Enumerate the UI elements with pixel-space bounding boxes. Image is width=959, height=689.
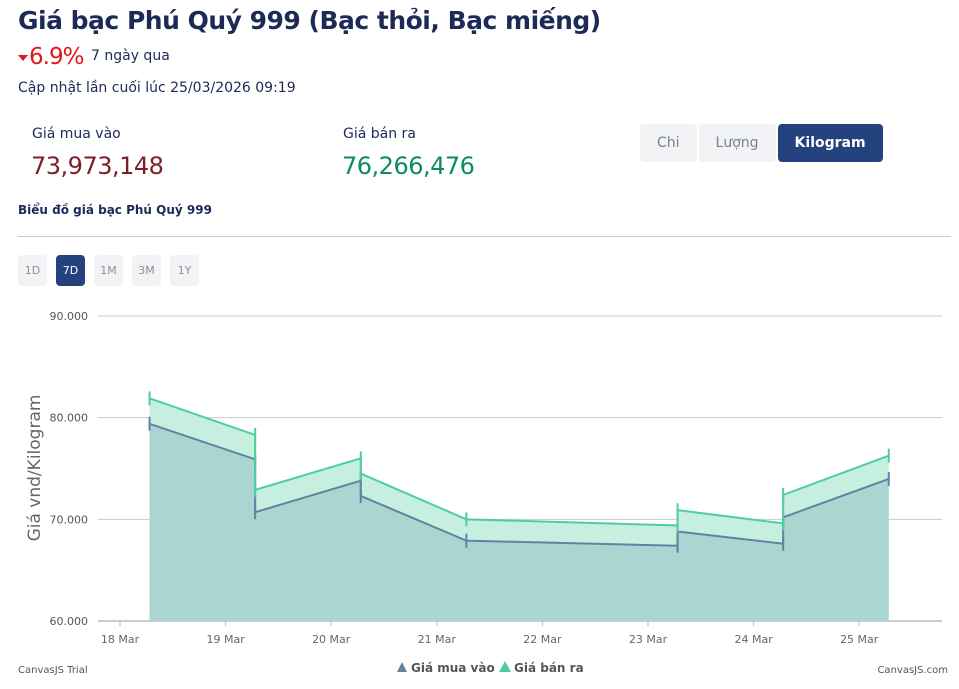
range-selector: 1D 7D 1M 3M 1Y: [18, 255, 199, 286]
unit-luong-button[interactable]: Lượng: [698, 124, 776, 162]
range-7d-button[interactable]: 7D: [56, 255, 85, 286]
range-1y-button[interactable]: 1Y: [170, 255, 199, 286]
buy-price-value: 73,973,148: [31, 152, 164, 180]
x-tick-label: 23 Mar: [629, 633, 668, 646]
page-title: Giá bạc Phú Quý 999 (Bạc thỏi, Bạc miếng…: [18, 6, 601, 35]
unit-selector: Chi Lượng Kilogram: [640, 124, 883, 162]
buy-area: [149, 423, 889, 621]
y-tick-label: 60.000: [50, 615, 89, 628]
range-3m-button[interactable]: 3M: [132, 255, 161, 286]
legend-buy-label: Giá mua vào: [411, 661, 495, 675]
change-percent: 6.9%: [29, 44, 84, 70]
range-1d-button[interactable]: 1D: [18, 255, 47, 286]
price-change: 6.9%: [18, 44, 84, 70]
legend-sell-icon: [499, 661, 511, 672]
x-tick-label: 19 Mar: [206, 633, 245, 646]
chart-title: Biểu đồ giá bạc Phú Quý 999: [18, 203, 212, 217]
credits-right[interactable]: CanvasJS.com: [877, 665, 948, 676]
x-tick-label: 22 Mar: [523, 633, 562, 646]
unit-kilogram-button[interactable]: Kilogram: [777, 124, 883, 162]
legend-buy-icon: [397, 662, 407, 672]
y-axis-title: Giá vnd/Kilogram: [25, 395, 45, 542]
unit-chi-button[interactable]: Chi: [640, 124, 697, 162]
down-arrow-icon: [18, 54, 28, 61]
last-updated: Cập nhật lần cuối lúc 25/03/2026 09:19: [18, 80, 296, 96]
y-tick-label: 70.000: [50, 513, 89, 526]
sell-price-label: Giá bán ra: [343, 126, 416, 142]
change-period: 7 ngày qua: [91, 48, 170, 64]
x-tick-label: 18 Mar: [101, 633, 140, 646]
credits-left: CanvasJS Trial: [18, 665, 88, 676]
x-tick-label: 24 Mar: [734, 633, 773, 646]
legend-sell-label: Giá bán ra: [514, 661, 584, 675]
y-tick-label: 90.000: [50, 310, 89, 323]
buy-price-label: Giá mua vào: [32, 126, 121, 142]
x-tick-label: 21 Mar: [418, 633, 457, 646]
range-1m-button[interactable]: 1M: [94, 255, 123, 286]
divider: [18, 236, 951, 237]
x-tick-label: 25 Mar: [840, 633, 879, 646]
sell-price-value: 76,266,476: [342, 152, 475, 180]
x-tick-label: 20 Mar: [312, 633, 351, 646]
y-tick-label: 80.000: [50, 412, 89, 425]
